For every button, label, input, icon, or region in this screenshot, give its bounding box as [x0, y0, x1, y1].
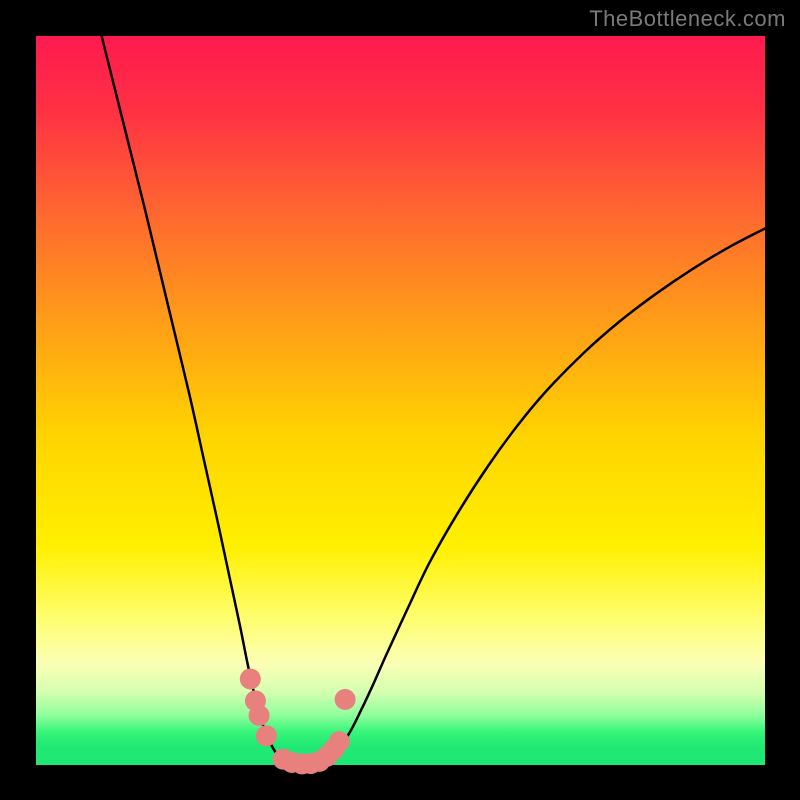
gradient-background [36, 36, 765, 765]
bottleneck-chart [0, 0, 800, 800]
marker-point [335, 689, 356, 710]
marker-point [256, 725, 277, 746]
chart-container: TheBottleneck.com [0, 0, 800, 800]
marker-point [249, 705, 270, 726]
marker-point [240, 668, 261, 689]
marker-point [329, 731, 350, 752]
